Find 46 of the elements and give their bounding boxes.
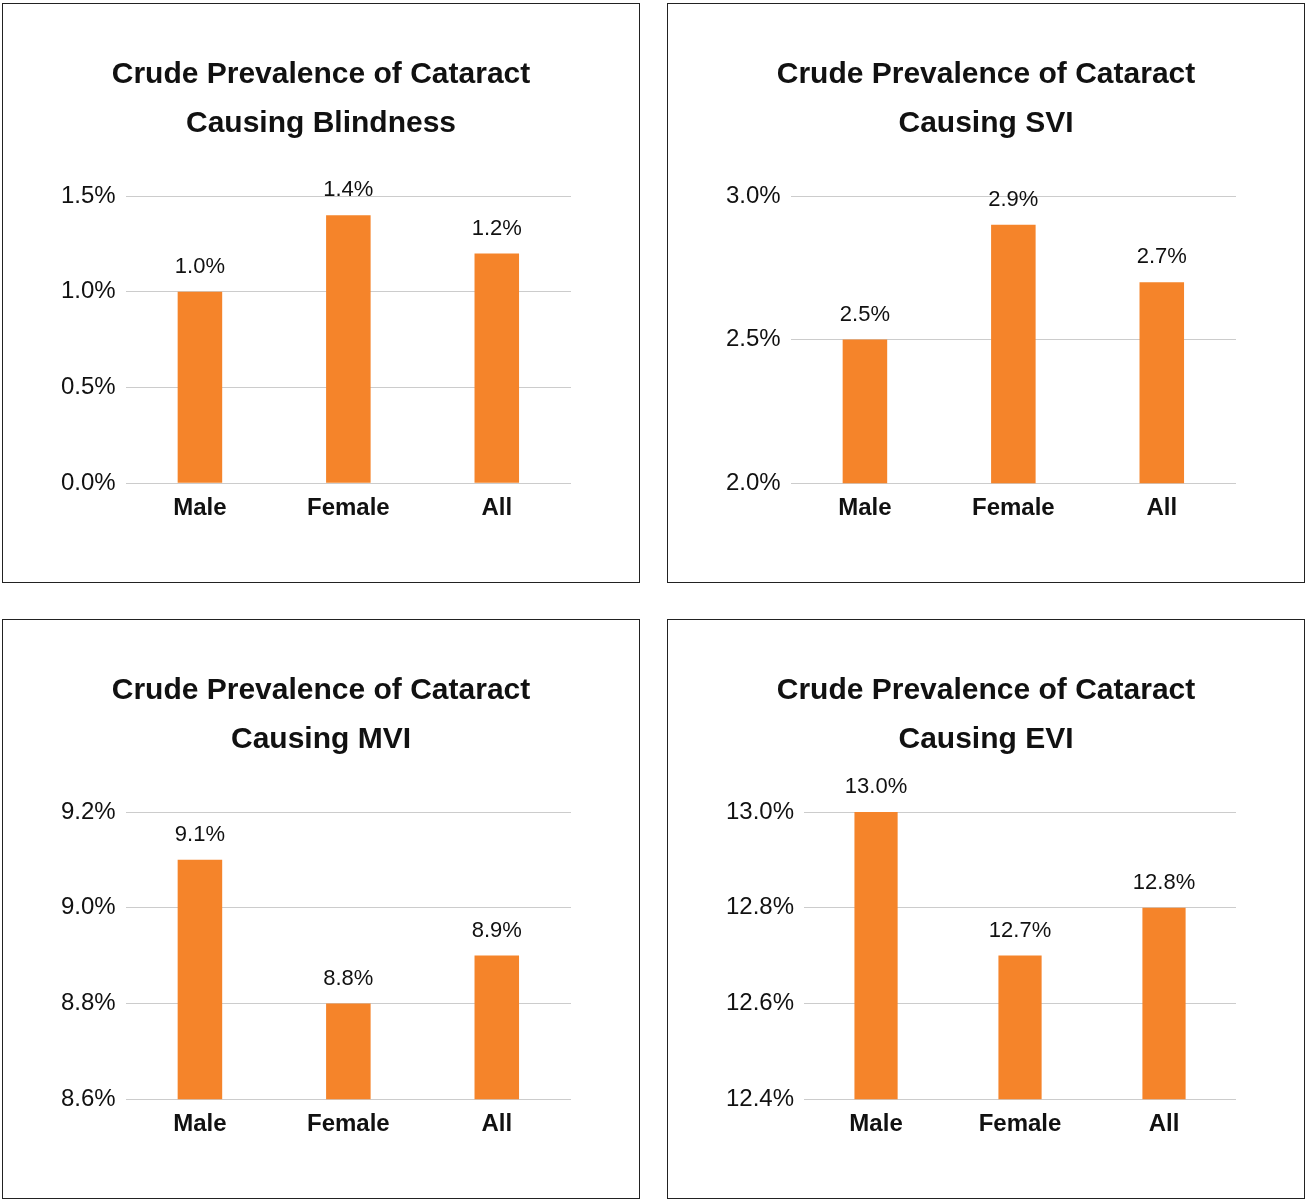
data-label: 13.0% [844, 773, 908, 799]
x-tick-label: Male [173, 493, 227, 521]
chart-title: Crude Prevalence of Cataract Causing Blindness [110, 55, 532, 140]
y-tick-label: 1.5% [61, 180, 116, 208]
x-tick-label: All [1146, 493, 1178, 521]
data-label: 8.9% [471, 916, 522, 942]
chart-title: Crude Prevalence of Cataract Causing MVI [110, 671, 532, 756]
x-tick-label: Female [978, 1109, 1062, 1137]
data-label: 1.0% [174, 252, 225, 278]
x-tick-label: All [481, 1109, 513, 1137]
y-tick-label: 12.6% [725, 988, 795, 1016]
y-tick-label: 12.8% [725, 892, 795, 920]
y-tick-label: 9.2% [61, 796, 116, 824]
y-tick-label: 8.8% [61, 988, 116, 1016]
data-label: 12.7% [988, 916, 1052, 942]
chart-title: Crude Prevalence of Cataract Causing EVI [775, 671, 1197, 756]
chart-title: Crude Prevalence of Cataract Causing SVI [775, 55, 1197, 140]
y-tick-label: 2.0% [726, 467, 781, 495]
y-tick-label: 13.0% [725, 796, 795, 824]
data-label: 12.8% [1132, 868, 1196, 894]
data-label: 1.2% [471, 214, 522, 240]
y-tick-label: 0.5% [61, 372, 116, 400]
x-tick-label: Male [838, 493, 892, 521]
y-tick-label: 8.6% [61, 1083, 116, 1111]
x-tick-label: Male [173, 1109, 227, 1137]
x-tick-label: Female [306, 1109, 390, 1137]
data-label: 8.8% [323, 964, 374, 990]
x-tick-label: All [1148, 1109, 1180, 1137]
y-tick-label: 1.0% [61, 276, 116, 304]
x-tick-label: Female [306, 493, 390, 521]
bar [177, 291, 223, 483]
data-label: 2.5% [839, 300, 890, 326]
bar [474, 253, 520, 483]
data-label: 9.1% [174, 820, 225, 846]
y-tick-label: 2.5% [726, 324, 781, 352]
x-tick-label: All [481, 493, 513, 521]
y-tick-label: 12.4% [725, 1083, 795, 1111]
data-label: 2.7% [1136, 243, 1187, 269]
data-label: 2.9% [988, 185, 1039, 211]
bar [326, 215, 371, 483]
x-tick-label: Female [971, 493, 1055, 521]
data-label: 1.4% [323, 176, 374, 202]
y-tick-label: 0.0% [61, 467, 116, 495]
y-tick-label: 3.0% [726, 180, 781, 208]
x-tick-label: Male [849, 1109, 903, 1137]
y-tick-label: 9.0% [61, 892, 116, 920]
